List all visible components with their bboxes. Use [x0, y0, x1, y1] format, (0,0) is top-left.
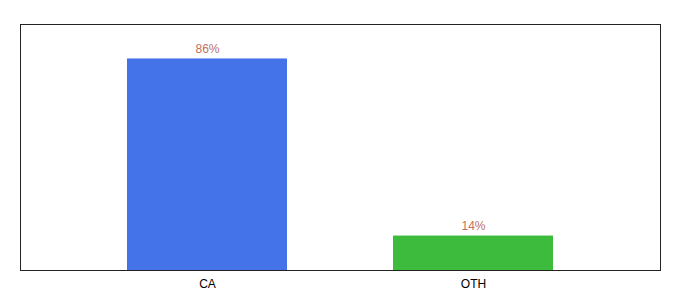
- svg-text:OTH: OTH: [461, 277, 486, 291]
- svg-text:86%: 86%: [195, 42, 219, 56]
- svg-text:14%: 14%: [461, 219, 485, 233]
- svg-text:CA: CA: [199, 277, 216, 291]
